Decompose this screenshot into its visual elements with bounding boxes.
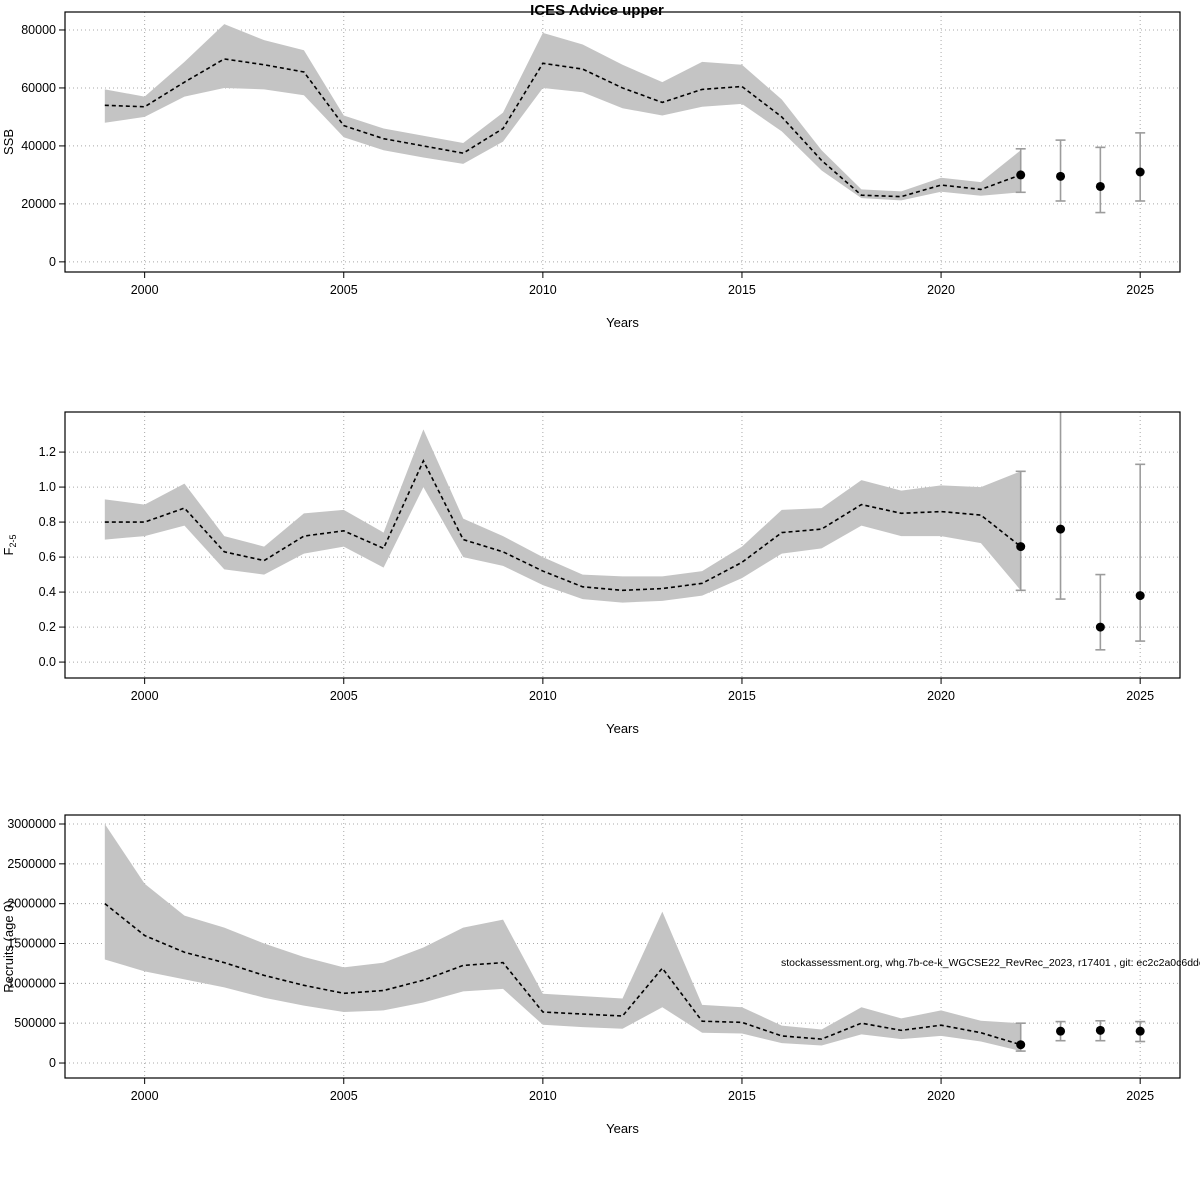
recruits-xtick-label: 2020 <box>927 1089 955 1103</box>
recruits-confidence-band <box>104 824 1021 1052</box>
f-ytick-label: 1.0 <box>39 480 56 494</box>
recruits-xtick-label: 2000 <box>131 1089 159 1103</box>
f-ylabel: F2-5 <box>1 535 18 556</box>
f-axes: 2000 2005 2010 2015 2020 2025 0.0 0.2 0.4 0.6 0.8 1… <box>1 445 1154 736</box>
recruits-xtick-label: 2010 <box>529 1089 557 1103</box>
ssb-estimate-line <box>104 58 1021 198</box>
f-ytick-label: 1.2 <box>39 445 56 459</box>
page-title: ICES Advice upper <box>530 2 664 19</box>
f-confidence-band <box>104 429 1021 603</box>
f-xtick-label: 2000 <box>131 689 159 703</box>
recruits-ytick-label: 2000000 <box>7 897 56 911</box>
recruits-ytick-label: 3000000 <box>7 817 56 831</box>
f-forecast-points <box>1016 524 1145 632</box>
f-ytick-label: 0.4 <box>39 585 56 599</box>
recruits-plot-border <box>64 814 1181 1079</box>
recruits-xlabel: Years <box>606 1121 639 1136</box>
ssb-confidence-band <box>104 24 1021 201</box>
f-ytick-label: 0.6 <box>39 550 56 564</box>
f-ytick-label: 0.8 <box>39 515 56 529</box>
f-xtick-label: 2005 <box>330 689 358 703</box>
f-xtick-label: 2025 <box>1126 689 1154 703</box>
ssb-plot-border <box>64 11 1181 273</box>
recruits-xtick-label: 2005 <box>330 1089 358 1103</box>
ssb-xtick-label: 2000 <box>131 283 159 297</box>
ssb-ytick-label: 80000 <box>21 23 56 37</box>
recruits-estimate-line <box>104 903 1021 1046</box>
ssb-forecast-points <box>1016 167 1145 191</box>
ssb-ytick-label: 60000 <box>21 81 56 95</box>
recruits-ylabel: Recruits (age 0) <box>1 900 16 992</box>
ssb-xtick-label: 2005 <box>330 283 358 297</box>
f-xtick-label: 2015 <box>728 689 756 703</box>
recruits-ytick-label: 0 <box>49 1056 56 1070</box>
f-xlabel: Years <box>606 721 639 736</box>
f-estimate-line <box>104 458 1022 592</box>
ssb-ylabel: SSB <box>1 129 16 155</box>
f-xtick-label: 2010 <box>529 689 557 703</box>
panel-recruits: 2000 2005 2010 2015 2020 2025 0 500000 1000000 15… <box>1 814 1181 1136</box>
ssb-ytick-label: 40000 <box>21 139 56 153</box>
f-xtick-label: 2020 <box>927 689 955 703</box>
f-ytick-label: 0.0 <box>39 655 56 669</box>
ssb-xtick-label: 2025 <box>1126 283 1154 297</box>
recruits-error-bars <box>1015 1019 1146 1052</box>
recruits-ytick-label: 1500000 <box>7 937 56 951</box>
ssb-xtick-label: 2020 <box>927 283 955 297</box>
f-ytick-label: 0.2 <box>39 620 56 634</box>
ssb-ytick-label: 0 <box>49 255 56 269</box>
ssb-xtick-label: 2010 <box>529 283 557 297</box>
f-error-bars <box>1015 412 1146 651</box>
ssb-error-bars <box>1015 132 1146 214</box>
panel-f: 2000 2005 2010 2015 2020 2025 0.0 0.2 0.4 0.6 0.8 1… <box>1 411 1181 736</box>
stock-assessment-annotation: stockassessment.org, whg.7b-ce-k_WGCSE22… <box>781 957 1200 969</box>
panel-ssb: 2000 2005 2010 2015 2020 2025 0 20000 40000 60000… <box>1 11 1181 330</box>
ssb-grid <box>65 12 1180 272</box>
ssb-axes: 2000 2005 2010 2015 2020 2025 0 20000 40000 60000… <box>1 23 1154 330</box>
ssb-ytick-label: 20000 <box>21 197 56 211</box>
recruits-ytick-label: 2500000 <box>7 857 56 871</box>
recruits-ytick-label: 500000 <box>14 1016 56 1030</box>
recruits-forecast-points <box>1016 1025 1145 1050</box>
recruits-xtick-label: 2025 <box>1126 1089 1154 1103</box>
f-plot-border <box>64 411 1181 679</box>
recruits-axes: 2000 2005 2010 2015 2020 2025 0 500000 1000000 15… <box>1 817 1154 1136</box>
recruits-xtick-label: 2015 <box>728 1089 756 1103</box>
ssb-xlabel: Years <box>606 315 639 330</box>
ssb-xtick-label: 2015 <box>728 283 756 297</box>
recruits-ytick-label: 1000000 <box>7 976 56 990</box>
